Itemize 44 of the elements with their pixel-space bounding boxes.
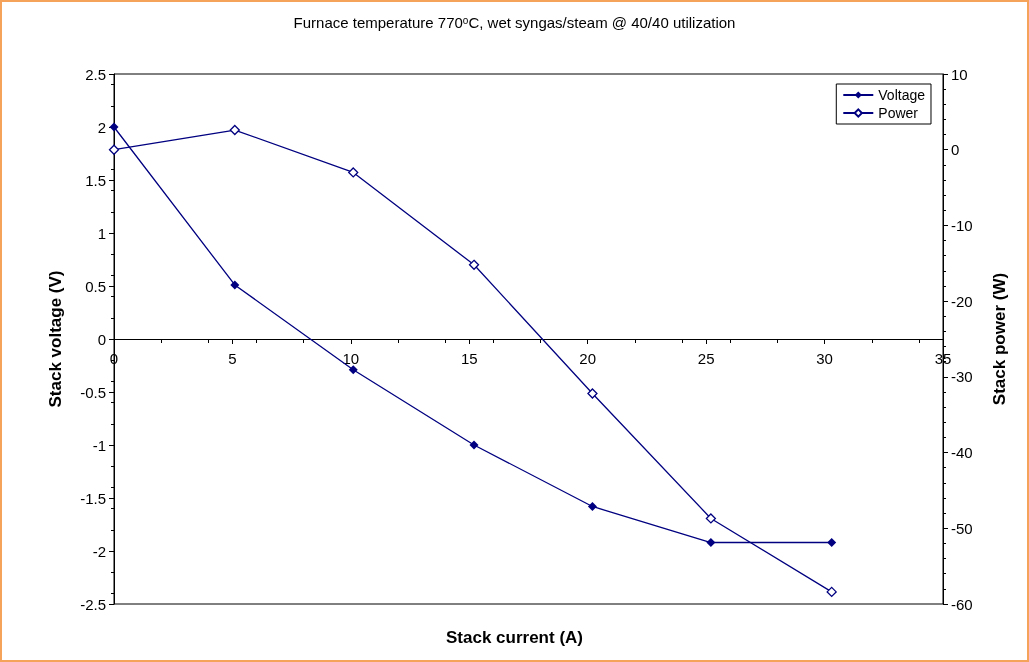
y-tick-label: -2 — [92, 542, 106, 560]
y-tick-label: 0.5 — [85, 277, 106, 295]
point — [348, 167, 359, 178]
y2-tick-label: -60 — [951, 595, 973, 613]
y-tick-label: 1.5 — [85, 171, 106, 189]
y2-tick-label: -40 — [951, 444, 973, 462]
y-tick-label: -2.5 — [80, 595, 106, 613]
x-tick-label: 15 — [460, 350, 478, 367]
y2-axis-title: Stack power (W) — [990, 272, 1009, 406]
y2-tick-label: -50 — [951, 519, 973, 537]
y-tick-label: -0.5 — [80, 383, 106, 401]
x-axis-title: Stack current (A) — [446, 628, 583, 647]
y2-tick-label: 0 — [951, 141, 960, 159]
x-tick-label: 25 — [697, 350, 715, 367]
y-tick-label: 0 — [97, 330, 106, 348]
y2-tick-label: -30 — [951, 368, 973, 386]
point — [705, 513, 717, 524]
point — [348, 365, 358, 375]
point — [229, 124, 240, 136]
y2-tick-label: 10 — [951, 65, 968, 83]
y2-tick-label: -10 — [951, 216, 973, 234]
point — [108, 144, 120, 155]
y-tick-label: -1.5 — [80, 489, 106, 507]
y-tick-label: 2 — [97, 118, 106, 136]
point — [587, 501, 597, 511]
point — [230, 280, 240, 290]
y-axis-title: Stack voltage (V) — [46, 270, 65, 408]
legend-label: Voltage — [878, 87, 926, 103]
x-tick-label: 5 — [228, 350, 237, 367]
y-tick-label: -1 — [92, 436, 106, 454]
x-tick-label: 20 — [579, 350, 597, 367]
point — [469, 440, 479, 450]
point — [587, 388, 598, 399]
point — [109, 122, 119, 132]
point — [468, 259, 480, 270]
point — [827, 538, 837, 548]
x-tick-label: 10 — [342, 350, 360, 367]
y-tick-label: 1 — [97, 224, 106, 242]
x-tick-label: 30 — [816, 350, 833, 367]
legend-label: Power — [878, 105, 919, 121]
point — [706, 538, 716, 548]
y2-tick-label: -20 — [951, 292, 973, 310]
point — [826, 586, 837, 598]
y-tick-label: 2.5 — [85, 65, 106, 83]
